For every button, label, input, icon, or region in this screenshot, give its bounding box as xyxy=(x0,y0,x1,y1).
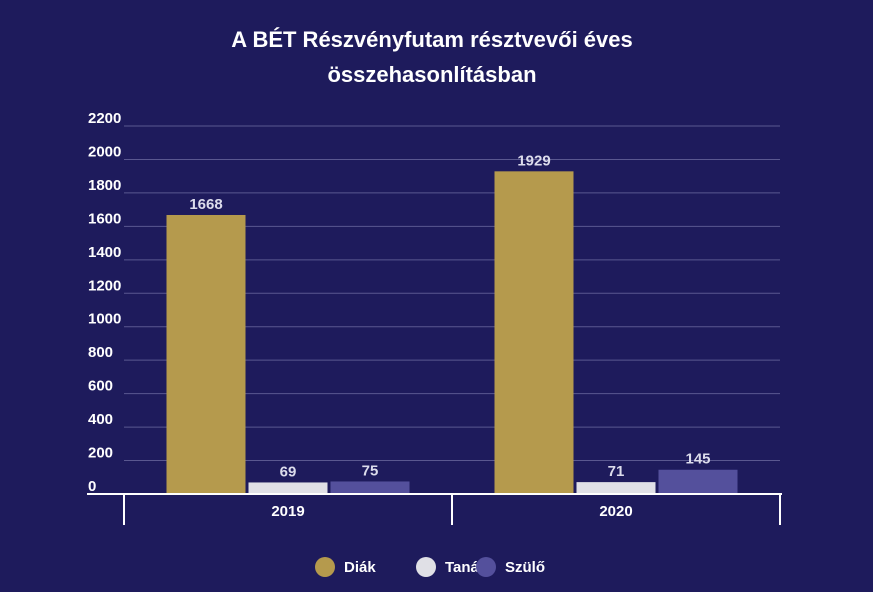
y-tick-label: 800 xyxy=(88,344,113,361)
bar-szülő-2019[interactable] xyxy=(330,481,410,494)
x-category-label: 2020 xyxy=(599,503,632,520)
data-label: 1929 xyxy=(517,152,550,169)
y-tick-label: 1400 xyxy=(88,244,121,261)
legend-swatch xyxy=(416,557,436,577)
bar-diák-2019[interactable] xyxy=(166,214,246,495)
data-label: 145 xyxy=(685,451,710,468)
bar-szülő-2020[interactable] xyxy=(658,469,738,494)
legend-label: Tanár xyxy=(445,559,485,576)
chart-title-line-2: összehasonlításban xyxy=(327,62,536,87)
y-tick-label: 0 xyxy=(88,478,96,495)
y-tick-label: 1600 xyxy=(88,210,121,227)
bar-tanár-2020[interactable] xyxy=(576,482,656,494)
legend-label: Szülő xyxy=(505,559,545,576)
bar-diák-2020[interactable] xyxy=(494,171,574,494)
bars xyxy=(166,171,738,495)
x-category-label: 2019 xyxy=(271,503,304,520)
x-axis: 2019 2020 xyxy=(87,493,782,525)
y-tick-label: 2000 xyxy=(88,143,121,160)
legend-swatch xyxy=(476,557,496,577)
data-label: 75 xyxy=(362,462,379,479)
data-labels: 1668 69 75 1929 71 145 xyxy=(189,152,710,480)
y-tick-label: 400 xyxy=(88,411,113,428)
y-tick-label: 1800 xyxy=(88,177,121,194)
data-label: 71 xyxy=(608,463,625,480)
legend-item-diák[interactable]: Diák xyxy=(315,557,376,577)
y-tick-label: 1200 xyxy=(88,277,121,294)
bar-tanár-2019[interactable] xyxy=(248,482,328,494)
legend-item-tanár[interactable]: Tanár xyxy=(416,557,485,577)
data-label: 1668 xyxy=(189,196,222,213)
y-axis-ticks: 0 200 400 600 800 1000 1200 1400 1600 1800 2000 220… xyxy=(88,110,121,495)
chart-title-line-1: A BÉT Részvényfutam résztvevői éves xyxy=(231,27,632,52)
y-tick-label: 1000 xyxy=(88,311,121,328)
data-label: 69 xyxy=(280,463,297,480)
legend-swatch xyxy=(315,557,335,577)
y-tick-label: 200 xyxy=(88,445,113,462)
legend-item-szülő[interactable]: Szülő xyxy=(476,557,545,577)
y-tick-label: 600 xyxy=(88,378,113,395)
legend-label: Diák xyxy=(344,559,376,576)
y-tick-label: 2200 xyxy=(88,110,121,127)
legend[interactable]: Diák Tanár Szülő xyxy=(315,557,545,577)
